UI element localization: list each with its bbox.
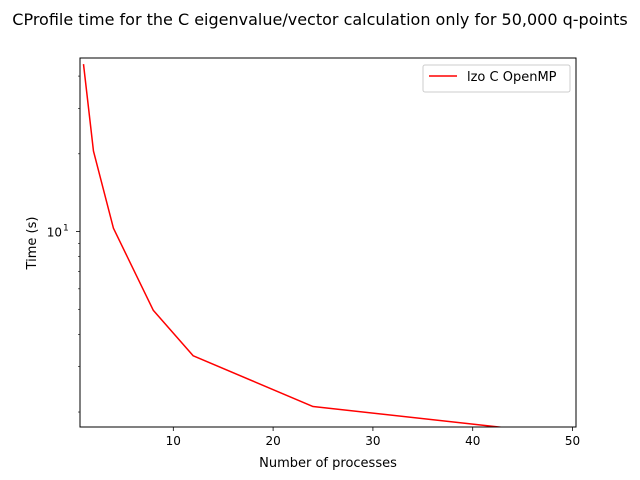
x-tick-label: 10	[166, 434, 181, 448]
legend-box	[422, 64, 571, 93]
x-tick-label: 20	[265, 434, 280, 448]
x-axis-label: Number of processes	[259, 456, 397, 471]
series-layer	[82, 64, 506, 427]
y-axis-ticks: 10 1	[47, 75, 80, 413]
legend-label: lzo C OpenMP	[467, 70, 557, 85]
chart-title: CProfile time for the C eigenvalue/vecto…	[12, 10, 627, 29]
x-tick-label: 50	[565, 434, 580, 448]
y-axis-label: Time (s)	[25, 217, 40, 271]
legend: lzo C OpenMP	[422, 64, 571, 93]
x-tick-label: 30	[365, 434, 380, 448]
y-tick-label: 10	[47, 226, 62, 240]
series-line	[82, 64, 506, 427]
x-axis-ticks: 10 20 30 40 50	[166, 427, 580, 448]
axes-frame	[79, 57, 577, 428]
plot-area	[79, 57, 577, 428]
y-tick-label-exponent: 1	[63, 224, 69, 234]
x-tick-label: 40	[465, 434, 480, 448]
